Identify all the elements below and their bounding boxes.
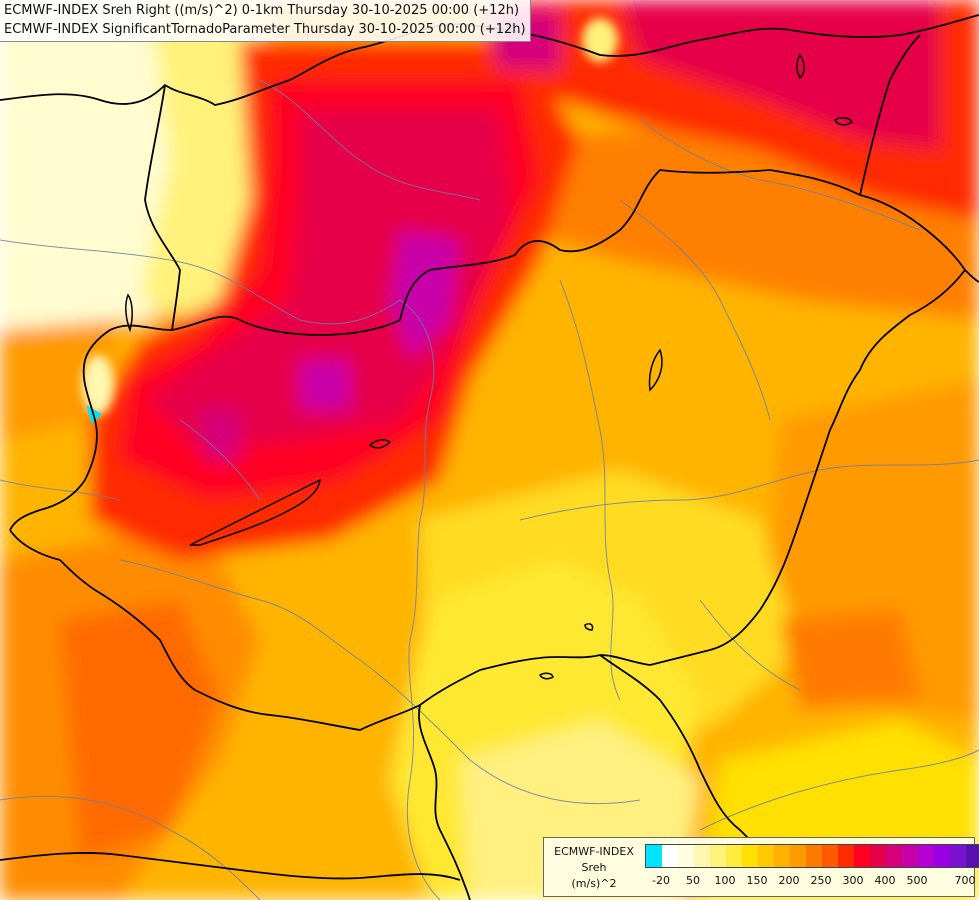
legend-tick-label: 100 bbox=[714, 874, 736, 887]
rivers bbox=[0, 79, 979, 900]
map-title-line-1: ECMWF-INDEX Sreh Right ((m/s)^2) 0-1km T… bbox=[4, 3, 520, 18]
legend-swatch bbox=[806, 845, 822, 867]
legend-title-variable: Sreh bbox=[581, 861, 607, 874]
legend-swatch bbox=[886, 845, 902, 867]
legend-swatch bbox=[726, 845, 742, 867]
legend-tick-label: 250 bbox=[810, 874, 832, 887]
legend-swatch bbox=[774, 845, 790, 867]
legend-tick-label: 300 bbox=[842, 874, 864, 887]
country-borders bbox=[0, 14, 979, 900]
legend-tick-label: 700 bbox=[954, 874, 976, 887]
legend-swatch bbox=[822, 845, 838, 867]
legend-swatch bbox=[918, 845, 934, 867]
legend-swatch bbox=[966, 845, 979, 867]
legend-swatch bbox=[790, 845, 806, 867]
legend-tick-label: 50 bbox=[686, 874, 700, 887]
legend-title-unit: (m/s)^2 bbox=[571, 877, 617, 890]
legend-swatch bbox=[662, 845, 678, 867]
color-legend: ECMWF-INDEX Sreh (m/s)^2 -20 50 100 150 200 2… bbox=[543, 837, 979, 897]
legend-swatch bbox=[870, 845, 886, 867]
legend-ticks: -20 50 100 150 200 250 300 400 500 700 bbox=[645, 874, 975, 890]
lakes bbox=[125, 53, 853, 680]
legend-swatch bbox=[694, 845, 710, 867]
legend-swatches bbox=[645, 844, 979, 868]
legend-swatch bbox=[758, 845, 774, 867]
legend-swatch bbox=[950, 845, 966, 867]
legend-tick-label: 200 bbox=[778, 874, 800, 887]
legend-tick-label: 150 bbox=[746, 874, 768, 887]
legend-swatch bbox=[902, 845, 918, 867]
map-title-line-2: ECMWF-INDEX SignificantTornadoParameter … bbox=[4, 22, 526, 37]
legend-tick-label: 400 bbox=[874, 874, 896, 887]
legend-swatch bbox=[678, 845, 694, 867]
legend-swatch bbox=[854, 845, 870, 867]
legend-tick-label: -20 bbox=[652, 874, 670, 887]
legend-title: ECMWF-INDEX Sreh (m/s)^2 bbox=[544, 844, 644, 892]
legend-swatch bbox=[646, 845, 662, 867]
legend-swatch bbox=[742, 845, 758, 867]
legend-swatch bbox=[934, 845, 950, 867]
map-title-box: ECMWF-INDEX Sreh Right ((m/s)^2) 0-1km T… bbox=[0, 0, 531, 42]
legend-swatch bbox=[838, 845, 854, 867]
legend-swatch bbox=[710, 845, 726, 867]
legend-title-source: ECMWF-INDEX bbox=[554, 845, 634, 858]
legend-tick-label: 500 bbox=[906, 874, 928, 887]
